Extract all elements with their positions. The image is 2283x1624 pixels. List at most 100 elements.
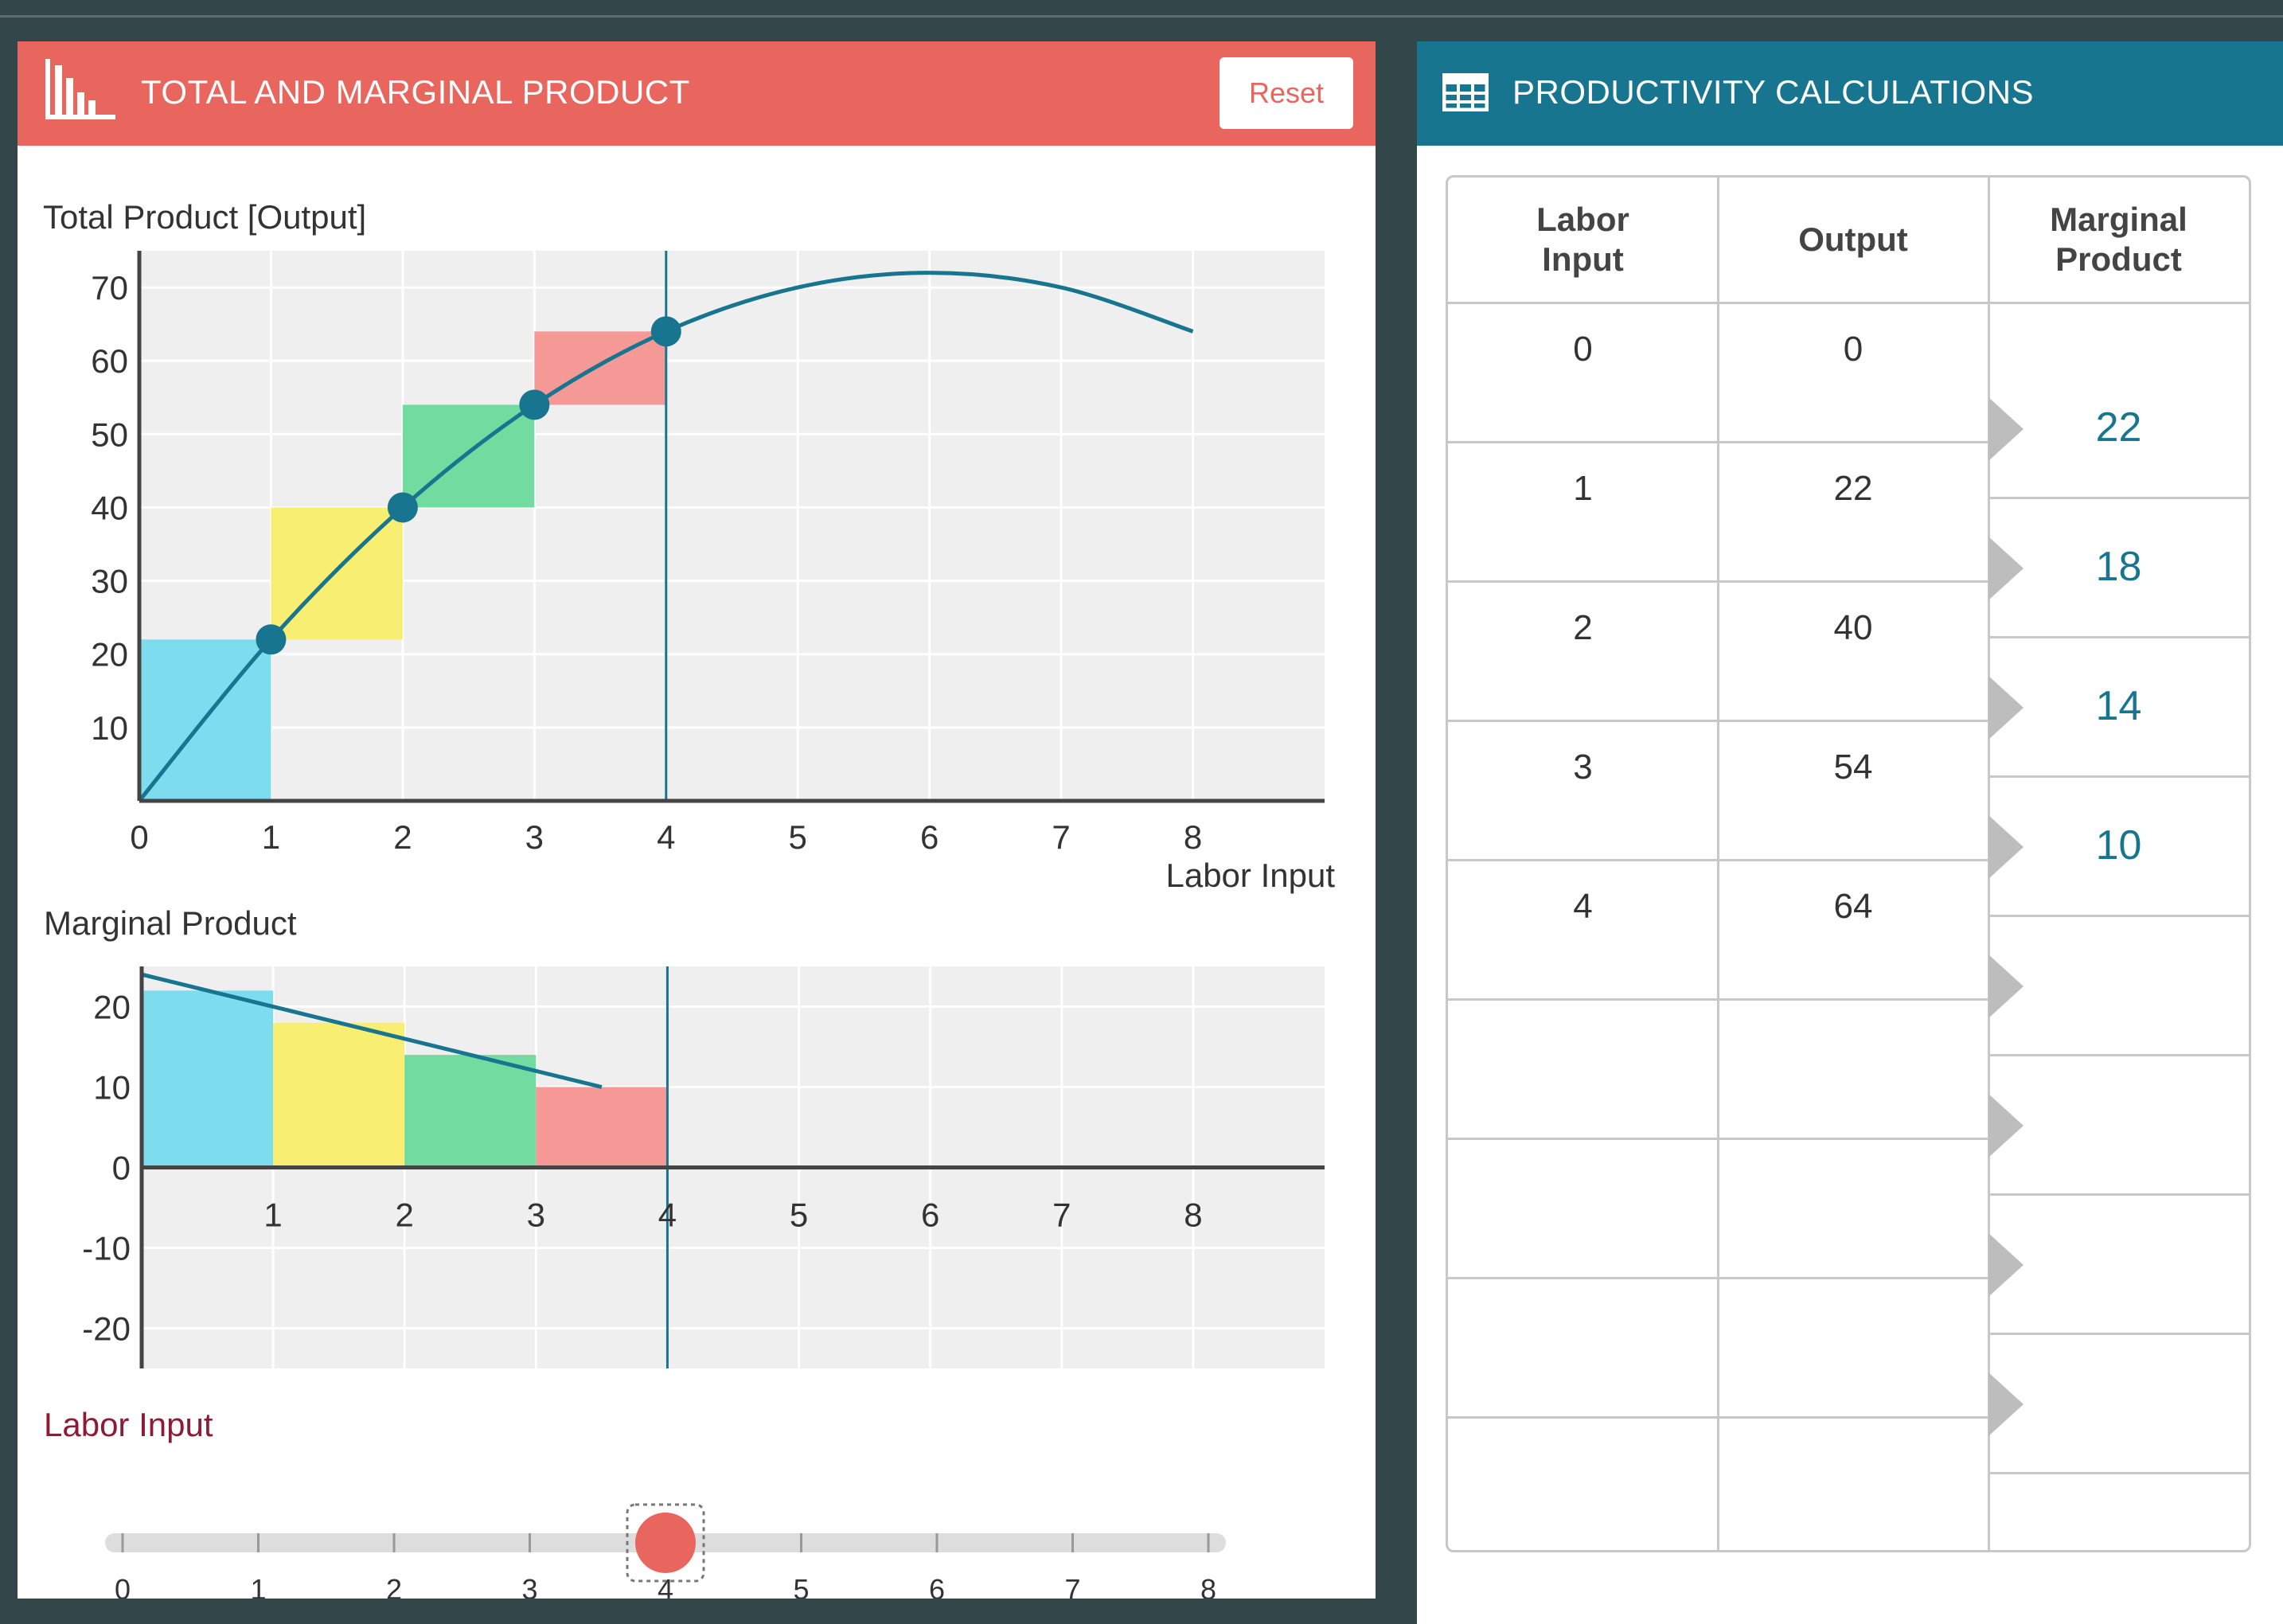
labor-input-slider[interactable]: 0 1 2 3 4 5 6 7 8 [18, 1466, 1376, 1599]
marginal-product-line [141, 972, 603, 1089]
right-panel-header: PRODUCTIVITY CALCULATIONS [1417, 41, 2283, 146]
reset-button[interactable]: Reset [1220, 57, 1353, 129]
panel-title: TOTAL AND MARGINAL PRODUCT [141, 73, 690, 111]
x-tick-label: 4 [658, 1197, 677, 1234]
y-tick-label: 10 [93, 1069, 131, 1107]
marginal-product-cell [1988, 1054, 2249, 1193]
mp-bar-2 [273, 1022, 405, 1168]
y-tick-label: -20 [82, 1310, 131, 1348]
marginal-product-cell: 18 [2095, 543, 2142, 590]
output-cell [1718, 1285, 1988, 1364]
output-cell: 40 [1833, 608, 1873, 647]
y-tick-label: 40 [91, 489, 128, 526]
mp-bar-3 [404, 1055, 537, 1168]
row-divider [1448, 998, 1988, 1001]
mp-bar-4 [536, 1087, 668, 1168]
slider-thumb[interactable] [635, 1513, 696, 1573]
total-product-chart: Total Product [Output] 10 20 30 40 50 60 70 0 1 2 3… [43, 198, 1335, 894]
x-tick-label: 8 [1184, 818, 1202, 856]
labor-input-cell [1448, 1424, 1718, 1504]
output-cell: 64 [1833, 887, 1873, 926]
labor-input-cell [1448, 1285, 1718, 1364]
mp-row-divider [1988, 636, 2249, 638]
slider-tick-label: 3 [521, 1573, 537, 1599]
data-point [256, 624, 287, 655]
left-panel-header: TOTAL AND MARGINAL PRODUCT Reset [18, 41, 1376, 146]
x-tick-label: 1 [263, 1197, 282, 1234]
mp-row-divider [1988, 1333, 2249, 1335]
mp-row-divider [1988, 775, 2249, 778]
row-arrow-icon [1988, 1372, 2023, 1436]
row-divider [1448, 1277, 1988, 1279]
slider-label: Labor Input [44, 1406, 213, 1443]
x-tick-label: 1 [262, 818, 280, 856]
column-divider [1717, 178, 1719, 1550]
labor-input-cell: 4 [1573, 887, 1593, 926]
y-tick-label: 70 [91, 269, 128, 306]
x-tick-label: 3 [527, 1197, 545, 1234]
mp-row-divider [1988, 1472, 2249, 1474]
mp-row-divider [1988, 1193, 2249, 1196]
x-tick-label: 2 [396, 1197, 414, 1234]
total-product-curve [138, 271, 1194, 802]
data-point [519, 389, 550, 420]
output-cell: 22 [1833, 469, 1873, 508]
table-header-2: Marginal Product [2050, 201, 2187, 278]
bar-chart-icon [45, 59, 115, 119]
table-grid-icon [1442, 73, 1489, 111]
x-tick-label: 6 [921, 1197, 939, 1234]
x-tick-label: 5 [790, 1197, 808, 1234]
row-arrow-icon [1988, 815, 2023, 879]
header-divider [1988, 302, 2249, 304]
output-cell [1718, 1006, 1988, 1086]
slider-tick-label: 7 [1064, 1573, 1080, 1599]
y-tick-label: 30 [91, 563, 128, 600]
slider-tick-label: 0 [115, 1573, 131, 1599]
productivity-calculations-panel: PRODUCTIVITY CALCULATIONS Labor Input Outp… [1417, 41, 2283, 1624]
slider-tick-label: 1 [250, 1573, 266, 1599]
row-arrow-icon [1988, 954, 2023, 1018]
y-tick-label: 20 [93, 989, 131, 1026]
slider-tick-label: 6 [929, 1573, 945, 1599]
row-arrow-icon [1988, 397, 2023, 461]
row-divider [1448, 1416, 1988, 1419]
output-cell: 54 [1833, 748, 1873, 787]
labor-input-cell [1448, 1006, 1718, 1086]
labor-input-cell [1448, 1146, 1718, 1225]
row-arrow-icon [1988, 1233, 2023, 1297]
window-top-divider [0, 15, 2283, 18]
row-divider [1448, 441, 1988, 443]
x-tick-label: 0 [130, 818, 148, 856]
slider-tick-label: 4 [658, 1573, 673, 1599]
slider-tick-label: 2 [386, 1573, 402, 1599]
row-divider [1448, 720, 1988, 722]
output-cell: 0 [1843, 330, 1863, 369]
output-cell [1718, 1424, 1988, 1504]
row-arrow-icon [1988, 1094, 2023, 1157]
marginal-product-cell [1988, 915, 2249, 1054]
labor-input-cell: 3 [1573, 748, 1593, 787]
y-tick-label: -10 [82, 1230, 131, 1267]
marginal-product-cell [1988, 1193, 2249, 1333]
x-tick-label: 8 [1184, 1197, 1202, 1234]
mp-row-divider [1988, 1054, 2249, 1056]
slider-tick-label: 5 [793, 1573, 809, 1599]
labor-input-cell: 1 [1573, 469, 1593, 508]
slider-thumb-focus-ring [626, 1503, 705, 1583]
slider-tick-label: 8 [1200, 1573, 1216, 1599]
y-tick-label: 50 [91, 416, 128, 453]
y-tick-label: 10 [91, 709, 128, 747]
x-tick-label: 4 [657, 818, 675, 856]
y-tick-label: 60 [91, 342, 128, 380]
marginal-product-chart: Marginal Product20100-10-2012345678Labor… [44, 904, 1325, 1368]
x-tick-label: 3 [525, 818, 544, 856]
data-point [387, 492, 418, 523]
row-divider [1448, 580, 1988, 583]
row-divider [1448, 1138, 1988, 1140]
y-tick-label: 20 [91, 636, 128, 673]
panel-title: PRODUCTIVITY CALCULATIONS [1512, 73, 2035, 111]
x-tick-label: 5 [789, 818, 807, 856]
productivity-table: Labor Input Output Marginal Product 0 0 1 22 2 40 3… [1446, 175, 2251, 1552]
x-tick-label: 7 [1052, 1197, 1071, 1234]
mp-row-divider [1988, 915, 2249, 917]
